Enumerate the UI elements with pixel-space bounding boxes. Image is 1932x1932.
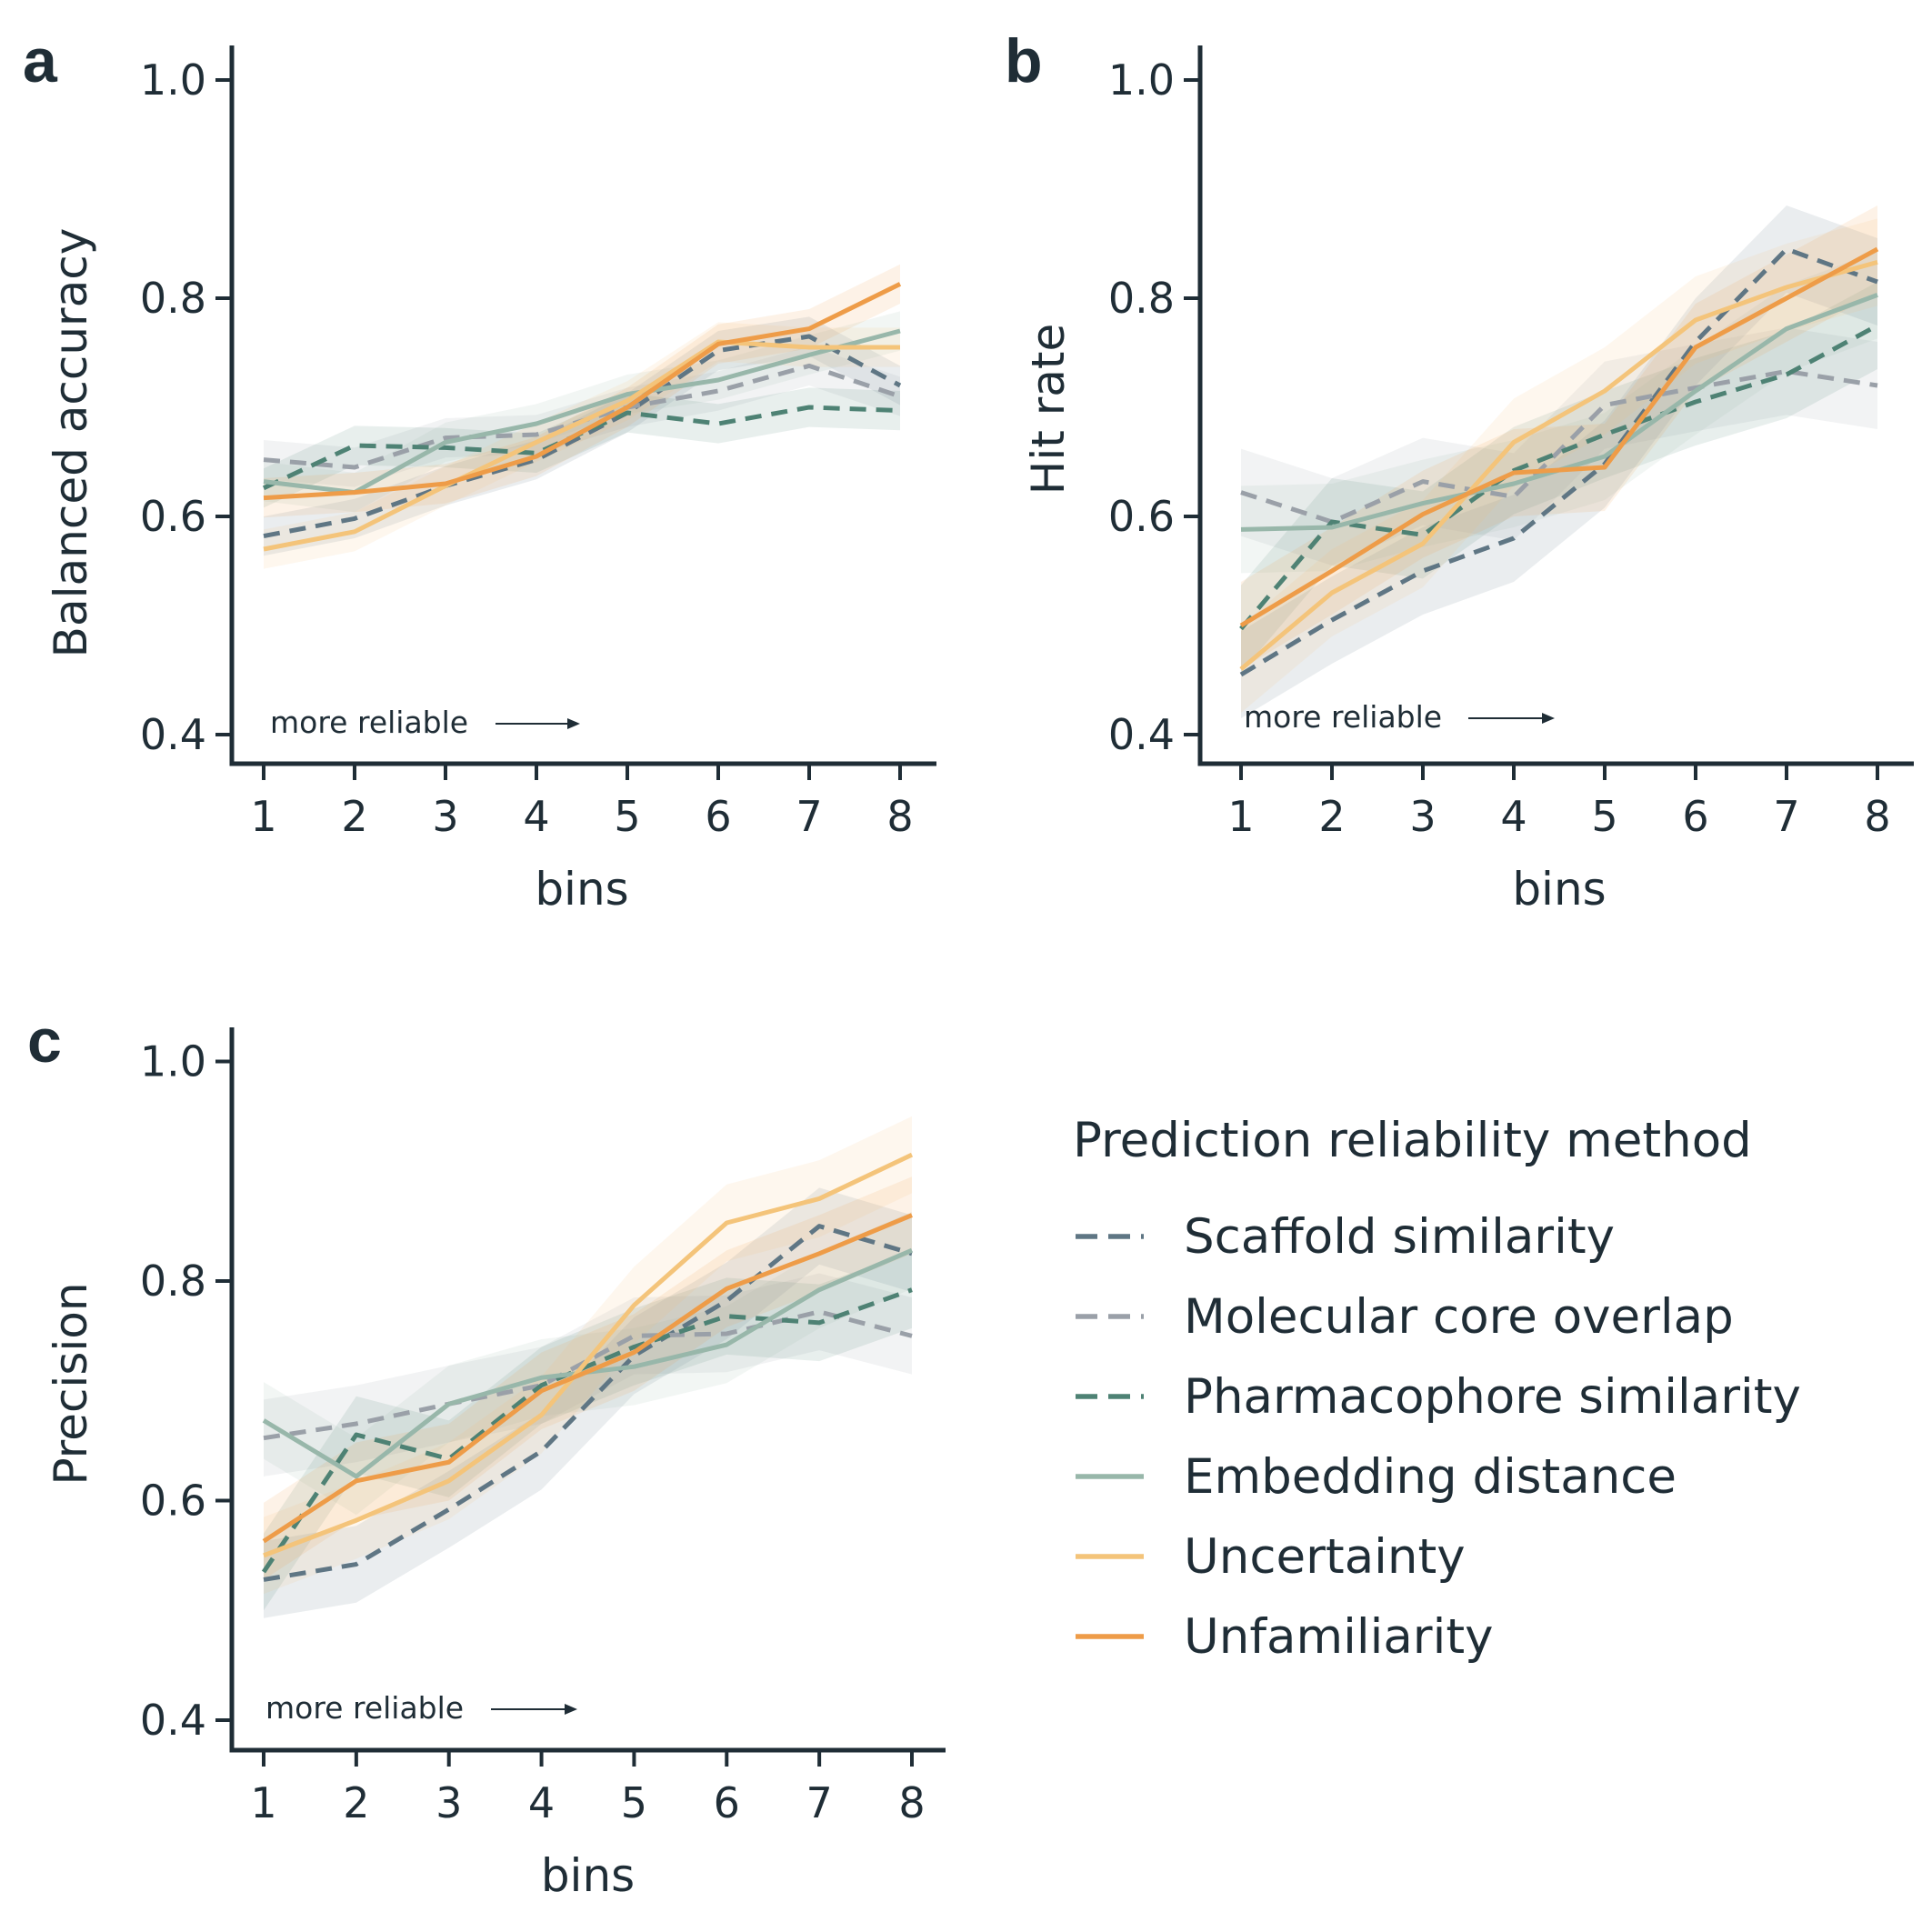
legend: Prediction reliability method Scaffold si…	[1073, 1113, 1801, 1665]
y-axis-title: Hit rate	[1022, 324, 1075, 496]
x-tick-label: 5	[621, 1778, 647, 1827]
band-molecular-core-overlap	[1241, 327, 1877, 566]
confidence-bands	[1241, 205, 1877, 718]
legend-label: Embedding distance	[1184, 1449, 1677, 1505]
series-line-scaffold-similarity	[263, 334, 902, 539]
band-pharmacophore-similarity	[264, 387, 900, 508]
y-axis-title: Balanced accuracy	[45, 228, 97, 658]
band-unfamiliarity	[1241, 205, 1877, 669]
x-tick-label: 2	[1318, 792, 1345, 841]
x-tick-label: 7	[806, 1778, 833, 1827]
x-tick-label: 5	[614, 792, 640, 841]
band-pharmacophore-similarity	[1241, 282, 1877, 673]
band-embedding-distance	[264, 311, 900, 513]
panel-b: 0.4 0.6 0.8 1.0 1 2 3 4 5 6 7 8 bins Hit rate b more re…	[1005, 26, 1914, 916]
x-tick-label: 4	[523, 792, 549, 841]
x-tick-label: 7	[1773, 792, 1799, 841]
legend-title: Prediction reliability method	[1073, 1113, 1752, 1168]
series-line-uncertainty	[1239, 259, 1878, 671]
series-line-scaffold-similarity	[263, 1224, 913, 1582]
x-tick-label: 6	[714, 1778, 740, 1827]
x-tick-label: 3	[435, 1778, 462, 1827]
legend-label: Scaffold similarity	[1184, 1209, 1615, 1265]
x-tick-label: 2	[341, 792, 367, 841]
band-unfamiliarity	[264, 264, 900, 518]
band-uncertainty	[264, 1116, 912, 1595]
series-lines	[262, 282, 902, 552]
y-tick-label: 1.0	[1108, 55, 1175, 105]
series-line-unfamiliarity	[262, 1213, 913, 1544]
band-uncertainty	[264, 322, 900, 569]
panel-letter: a	[23, 26, 58, 95]
legend-label: Unfamiliarity	[1184, 1609, 1493, 1665]
x-tick-label: 6	[1682, 792, 1708, 841]
band-uncertainty	[1241, 218, 1877, 713]
series-line-unfamiliarity	[263, 282, 902, 501]
y-tick-label: 0.4	[1108, 710, 1175, 759]
x-tick-label: 8	[898, 1778, 925, 1827]
y-tick-label: 0.8	[140, 1256, 206, 1306]
x-tick-label: 1	[1227, 792, 1254, 841]
series-line-embedding-distance	[263, 328, 901, 496]
x-tick-label: 1	[250, 792, 276, 841]
x-tick-label: 4	[1500, 792, 1527, 841]
series-line-pharmacophore-similarity	[1239, 323, 1879, 631]
y-tick-label: 1.0	[140, 1037, 206, 1086]
series-line-uncertainty	[263, 339, 900, 552]
y-tick-label: 0.6	[140, 1477, 206, 1526]
series-lines	[261, 1152, 914, 1582]
band-unfamiliarity	[264, 1176, 912, 1580]
x-axis-title: bins	[535, 863, 628, 916]
annotation-text: more reliable	[265, 1690, 464, 1726]
legend-label: Uncertainty	[1184, 1529, 1466, 1585]
series-line-molecular-core-overlap	[263, 1309, 913, 1441]
x-tick-label: 1	[250, 1778, 276, 1827]
x-tick-label: 8	[1864, 792, 1890, 841]
x-tick-label: 3	[1409, 792, 1436, 841]
series-line-pharmacophore-similarity	[261, 1287, 913, 1574]
x-tick-label: 7	[796, 792, 822, 841]
y-tick-label: 0.4	[140, 1696, 206, 1745]
y-tick-label: 0.4	[140, 710, 206, 759]
x-tick-label: 5	[1591, 792, 1617, 841]
x-tick-label: 4	[528, 1778, 555, 1827]
y-tick-label: 0.8	[1108, 274, 1175, 323]
y-tick-label: 0.6	[140, 492, 206, 541]
band-pharmacophore-similarity	[264, 1251, 912, 1611]
panel-a: 0.4 0.6 0.8 1.0 1 2 3 4 5 6 7 8 bins Balanced accurac…	[23, 26, 936, 916]
panel-c: 0.4 0.6 0.8 1.0 1 2 3 4 5 6 7 8 bins Precision c more r…	[27, 1006, 946, 1902]
band-molecular-core-overlap	[264, 345, 900, 487]
annotation-arrowhead	[565, 1704, 577, 1715]
band-molecular-core-overlap	[264, 1273, 912, 1477]
x-tick-label: 6	[705, 792, 731, 841]
panel-letter: b	[1005, 26, 1043, 95]
y-tick-label: 1.0	[140, 55, 206, 105]
series-line-uncertainty	[263, 1152, 914, 1558]
annotation-arrowhead	[567, 718, 580, 729]
x-tick-label: 8	[886, 792, 913, 841]
series-lines	[1239, 246, 1879, 677]
y-tick-label: 0.8	[140, 274, 206, 323]
y-tick-label: 0.6	[1108, 492, 1175, 541]
legend-label: Pharmacophore similarity	[1184, 1369, 1801, 1425]
series-line-molecular-core-overlap	[1240, 368, 1878, 525]
x-axis-title: bins	[1512, 863, 1606, 916]
confidence-bands	[264, 264, 900, 569]
x-axis-title: bins	[541, 1849, 635, 1902]
y-axis-title: Precision	[45, 1282, 97, 1485]
x-tick-label: 3	[432, 792, 458, 841]
annotation-text: more reliable	[1244, 699, 1442, 735]
x-tick-label: 2	[343, 1778, 369, 1827]
panel-letter: c	[27, 1006, 62, 1076]
legend-label: Molecular core overlap	[1184, 1289, 1734, 1345]
annotation-arrowhead	[1542, 713, 1555, 724]
series-line-unfamiliarity	[1239, 246, 1879, 628]
annotation-text: more reliable	[270, 705, 468, 740]
